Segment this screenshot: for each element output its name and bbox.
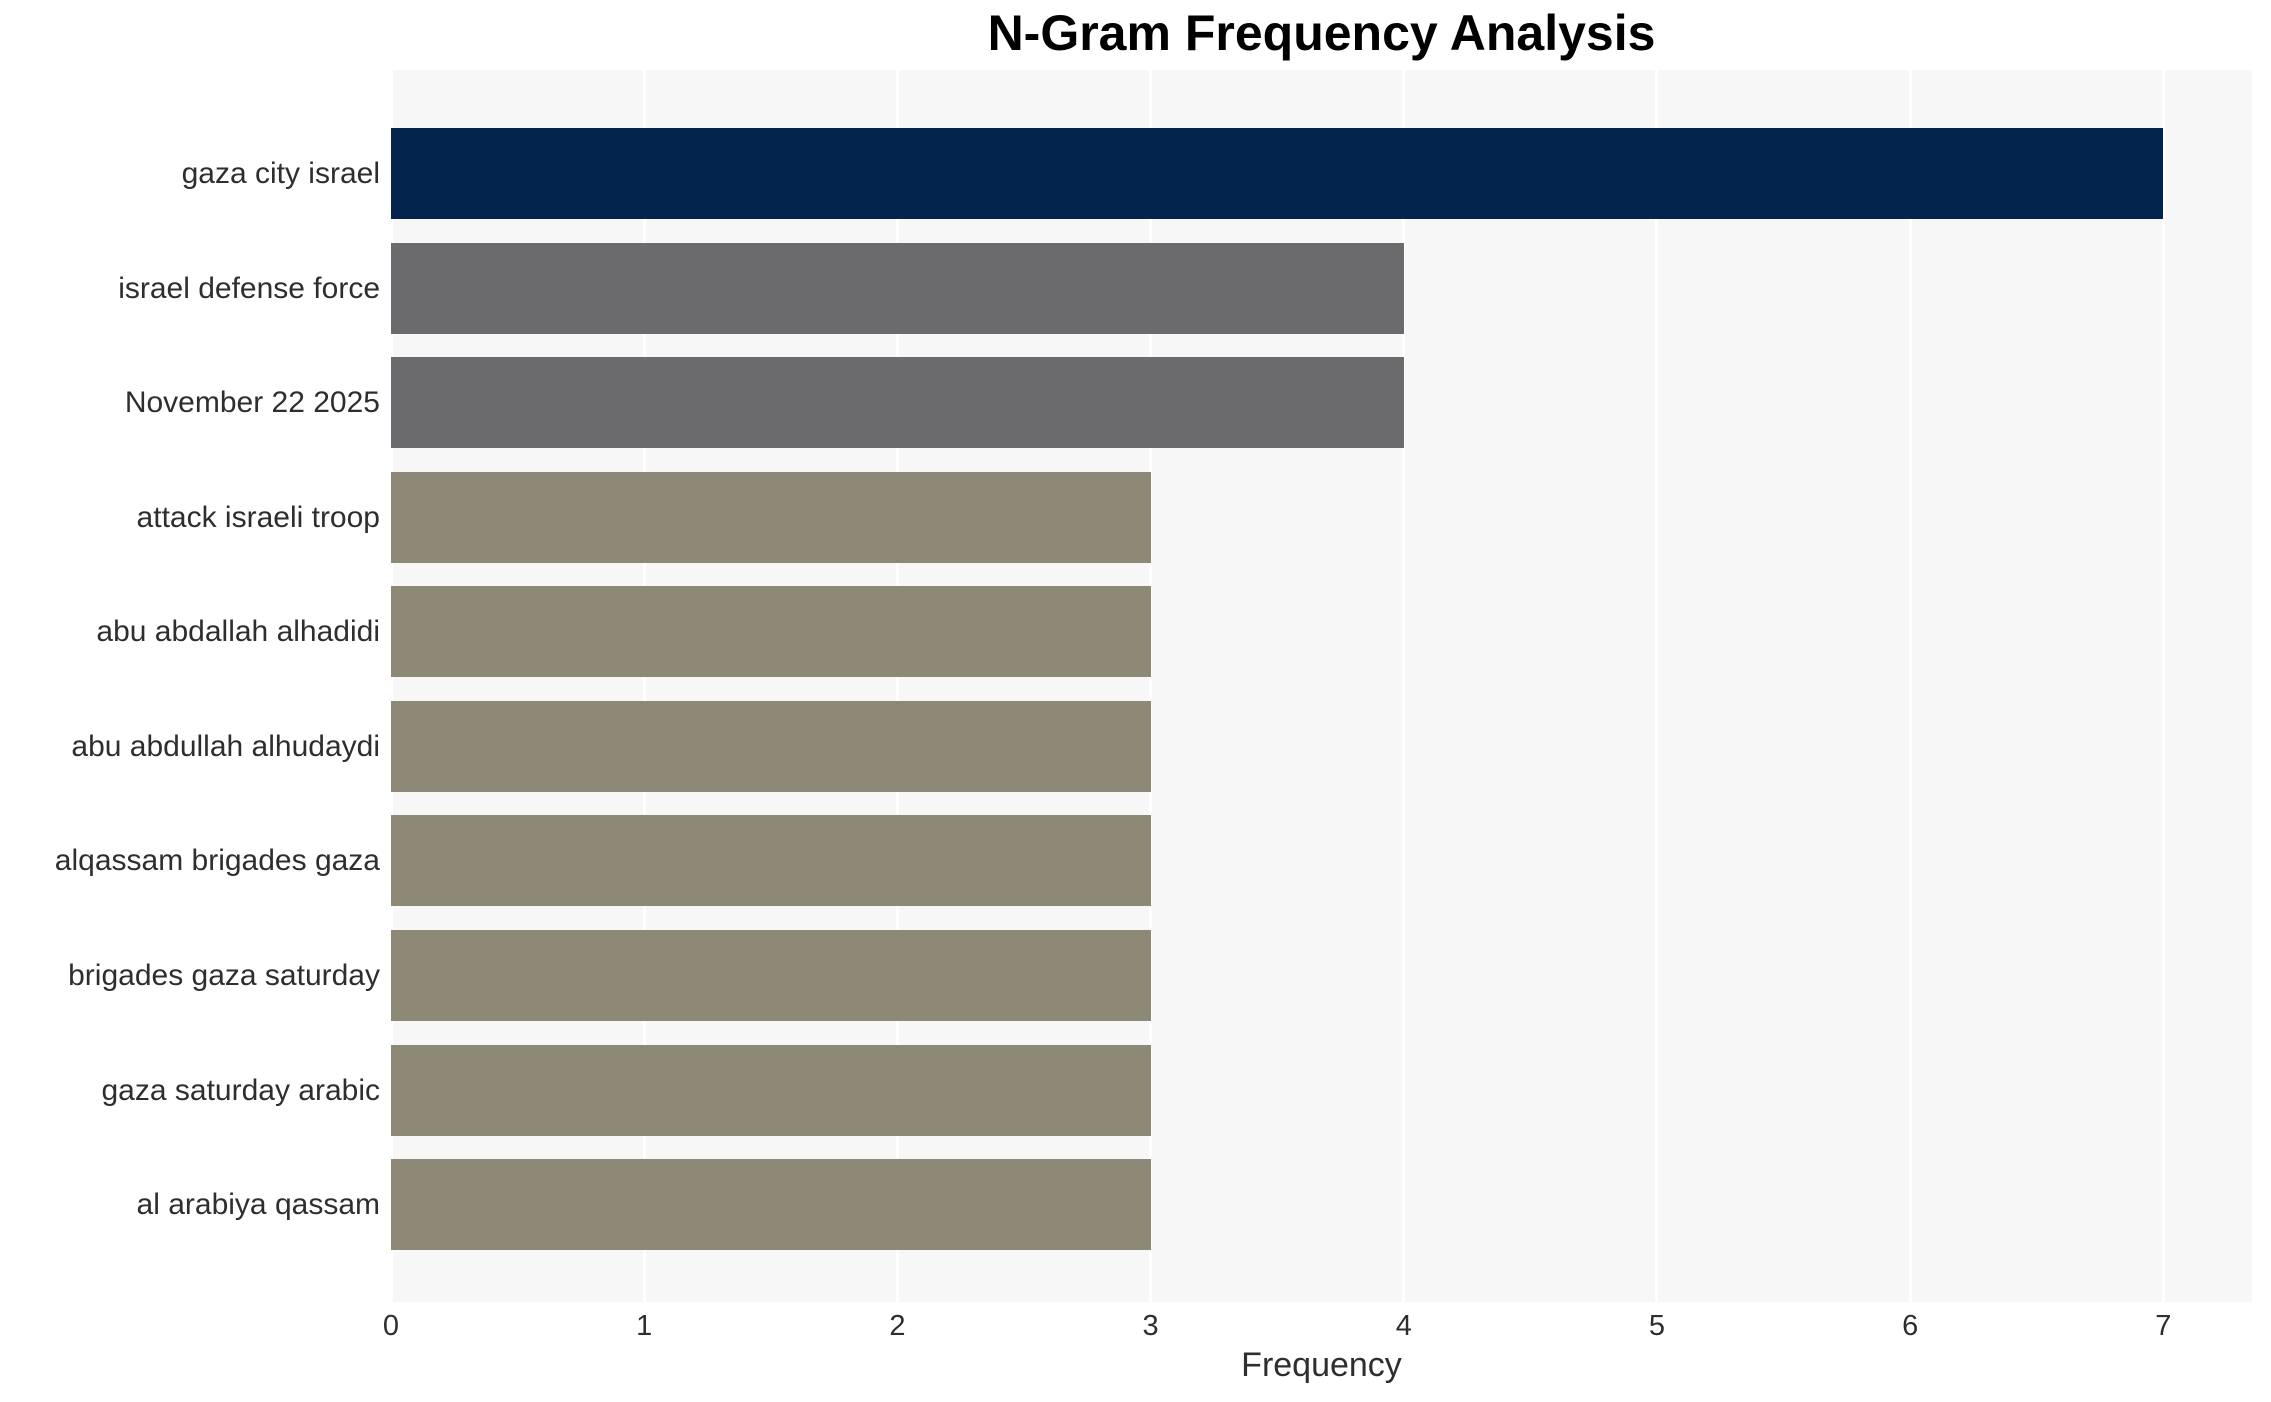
gridline bbox=[1908, 70, 1912, 1302]
bar bbox=[391, 700, 1151, 792]
bar bbox=[391, 586, 1151, 678]
gridline bbox=[1402, 70, 1406, 1302]
y-axis-label: israel defense force bbox=[118, 271, 380, 305]
y-axis-label: brigades gaza saturday bbox=[68, 958, 380, 992]
x-tick-label: 7 bbox=[2155, 1310, 2172, 1342]
x-tick-label: 4 bbox=[1395, 1310, 1412, 1342]
x-tick-label: 6 bbox=[1902, 1310, 1919, 1342]
gridline bbox=[895, 70, 899, 1302]
y-axis-label: alqassam brigades gaza bbox=[54, 844, 380, 878]
y-axis-label: attack israeli troop bbox=[136, 500, 380, 534]
x-tick-label: 0 bbox=[382, 1310, 400, 1342]
bar bbox=[391, 815, 1151, 907]
y-axis-label: gaza city israel bbox=[181, 157, 380, 190]
bar bbox=[391, 128, 2164, 219]
bar bbox=[391, 242, 1404, 334]
x-axis-title: Frequency bbox=[1241, 1346, 1402, 1384]
x-tick-label: 2 bbox=[889, 1310, 906, 1342]
y-axis-label: abu abdallah alhadidi bbox=[96, 615, 380, 649]
gridline bbox=[1149, 70, 1153, 1302]
bar bbox=[391, 1159, 1151, 1251]
y-axis-label: abu abdullah alhudaydi bbox=[71, 729, 380, 763]
y-axis-label: al arabiya qassam bbox=[136, 1188, 380, 1222]
gridline bbox=[1655, 70, 1659, 1302]
gridline bbox=[389, 70, 393, 1302]
bar bbox=[391, 1044, 1151, 1136]
y-axis-label: gaza saturday arabic bbox=[101, 1073, 381, 1107]
y-axis-label: November 22 2025 bbox=[124, 386, 380, 420]
x-tick-label: 3 bbox=[1142, 1310, 1159, 1342]
bar bbox=[391, 357, 1404, 449]
plot-area bbox=[389, 70, 2252, 1302]
x-tick-label: 5 bbox=[1648, 1310, 1666, 1342]
chart-title: N-Gram Frequency Analysis bbox=[987, 5, 1656, 61]
gridline bbox=[642, 70, 646, 1302]
bar bbox=[391, 929, 1151, 1021]
x-tick-label: 1 bbox=[636, 1310, 653, 1342]
bar bbox=[391, 471, 1151, 563]
gridline bbox=[2161, 70, 2165, 1302]
